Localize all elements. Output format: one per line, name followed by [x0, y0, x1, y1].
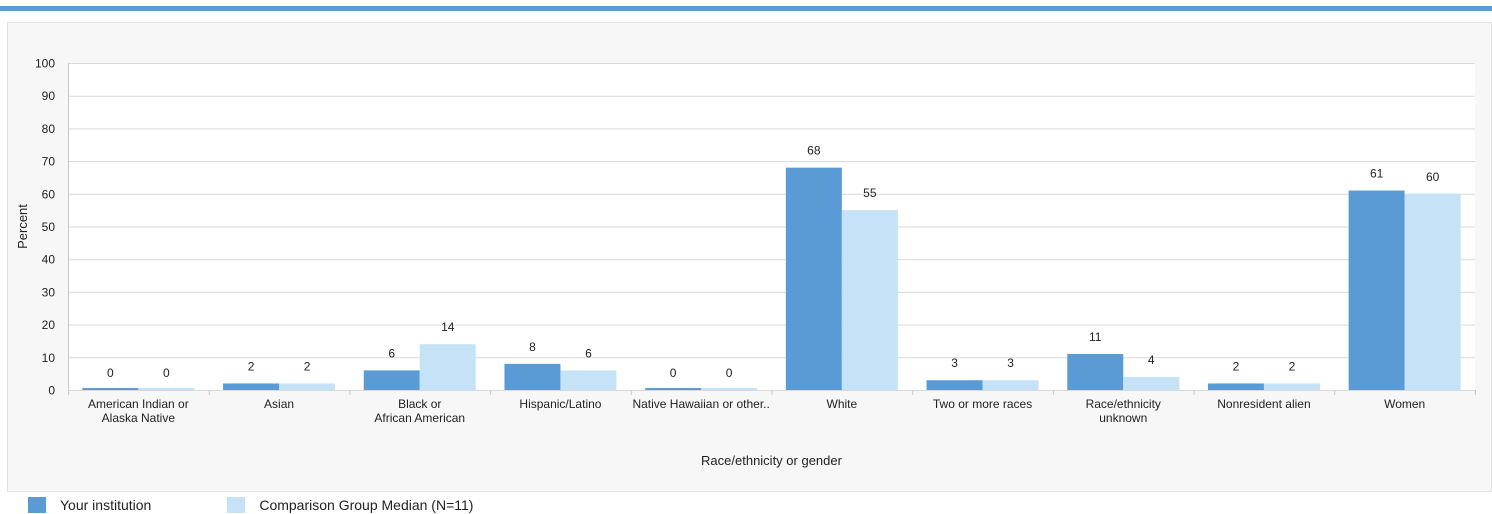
y-tick-label: 100	[35, 57, 55, 71]
data-label: 2	[304, 359, 311, 373]
y-axis-title: Percent	[15, 204, 30, 249]
bar-your-institution	[504, 363, 561, 390]
bar-comparison-group	[1123, 376, 1180, 390]
data-label: 0	[107, 366, 114, 380]
legend-item-comparison-group: Comparison Group Median (N=11)	[227, 496, 474, 513]
data-label: 2	[1233, 359, 1240, 373]
y-tick-label: 40	[42, 253, 56, 267]
data-label: 11	[1089, 330, 1102, 344]
legend-item-your-institution: Your institution	[28, 496, 152, 513]
legend-swatch-your-institution	[28, 496, 46, 513]
data-label: 0	[163, 366, 170, 380]
top-accent-bar	[0, 6, 1492, 11]
y-tick-label: 60	[42, 187, 56, 201]
x-axis-title: Race/ethnicity or gender	[701, 453, 843, 468]
bar-comparison-group	[982, 380, 1039, 390]
y-tick-label: 30	[42, 285, 56, 299]
y-tick-label: 0	[48, 384, 55, 398]
x-category-label: Women	[1384, 397, 1425, 411]
x-category-label: Native Hawaiian or other..	[632, 397, 769, 411]
bar-your-institution	[1067, 354, 1124, 390]
bar-comparison-group	[279, 383, 336, 390]
data-label: 68	[807, 144, 821, 158]
bar-comparison-group	[419, 344, 476, 390]
data-label: 60	[1426, 170, 1440, 184]
y-tick-label: 20	[42, 318, 56, 332]
bar-comparison-group	[138, 388, 195, 390]
chart-legend: Your institution Comparison Group Median…	[28, 495, 549, 514]
data-label: 14	[441, 320, 455, 334]
bar-comparison-group	[1263, 383, 1320, 390]
x-category-label: Nonresident alien	[1217, 397, 1310, 411]
bar-your-institution	[1207, 383, 1264, 390]
legend-label-comparison-group: Comparison Group Median (N=11)	[259, 496, 474, 513]
data-label: 2	[1289, 359, 1296, 373]
x-category-label: American Indian or Alaska Native	[88, 397, 189, 425]
data-label: 4	[1148, 353, 1155, 367]
data-label: 3	[1007, 356, 1014, 370]
bar-your-institution	[363, 370, 420, 390]
data-label: 6	[388, 346, 395, 360]
x-category-label: Asian	[264, 397, 294, 411]
y-tick-label: 10	[42, 351, 56, 365]
bar-comparison-group	[701, 388, 758, 390]
bar-your-institution	[785, 167, 842, 390]
x-category-label: Black or African American	[374, 397, 465, 425]
y-tick-label: 50	[42, 220, 56, 234]
bar-your-institution	[223, 383, 280, 390]
legend-label-your-institution: Your institution	[60, 496, 152, 513]
data-label: 2	[248, 359, 255, 373]
bar-comparison-group	[841, 210, 898, 390]
data-label: 0	[726, 366, 733, 380]
y-tick-label: 70	[42, 155, 56, 169]
x-category-label: Race/ethnicity unknown	[1086, 397, 1161, 425]
data-label: 8	[529, 340, 536, 354]
x-category-label: White	[827, 397, 858, 411]
data-label: 6	[585, 346, 592, 360]
x-category-label: Two or more races	[933, 397, 1032, 411]
bar-your-institution	[82, 388, 139, 390]
y-tick-label: 90	[42, 89, 56, 103]
data-label: 0	[670, 366, 677, 380]
data-label: 3	[951, 356, 958, 370]
x-category-label: Hispanic/Latino	[519, 397, 601, 411]
data-label: 61	[1370, 167, 1384, 181]
bar-your-institution	[926, 380, 983, 390]
data-label: 55	[863, 186, 877, 200]
y-tick-label: 80	[42, 122, 56, 136]
bar-comparison-group	[560, 370, 617, 390]
bar-your-institution	[645, 388, 702, 390]
bar-comparison-group	[1404, 193, 1461, 390]
legend-swatch-comparison-group	[227, 496, 246, 513]
bar-your-institution	[1348, 190, 1405, 390]
